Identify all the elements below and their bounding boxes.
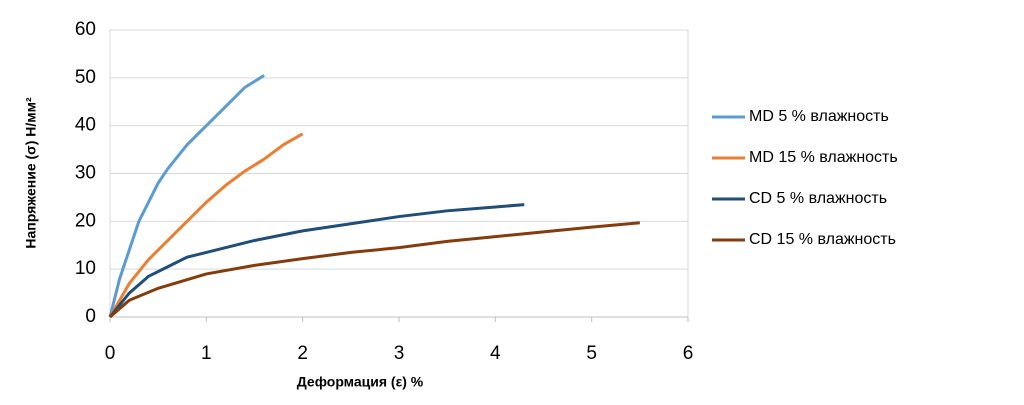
data-line xyxy=(109,221,640,319)
y-tick-label: 20 xyxy=(75,210,96,231)
legend-label: CD 5 % влажность xyxy=(749,190,887,207)
x-tick-label: 4 xyxy=(490,343,501,364)
x-axis-label: Деформация (ε) % xyxy=(297,374,424,390)
legend-label: MD 15 % влажность xyxy=(749,149,898,166)
y-tick-label: 50 xyxy=(75,67,96,88)
x-tick-label: 3 xyxy=(394,343,405,364)
y-tick-label: 30 xyxy=(75,163,96,184)
legend-label: MD 5 % влажность xyxy=(749,108,889,125)
y-tick-label: 40 xyxy=(75,115,96,136)
x-tick-label: 2 xyxy=(297,343,308,364)
x-tick-label: 0 xyxy=(105,343,116,364)
data-line xyxy=(108,203,525,318)
y-tick-label: 10 xyxy=(75,258,96,279)
x-tick-label: 1 xyxy=(201,343,212,364)
y-tick-label: 60 xyxy=(75,19,96,40)
y-tick-label: 0 xyxy=(85,306,96,327)
legend-label: CD 15 % влажность xyxy=(749,231,896,248)
x-tick-label: 5 xyxy=(586,343,597,364)
data-line xyxy=(108,74,265,318)
x-tick-label: 6 xyxy=(683,343,694,364)
data-line xyxy=(108,132,304,318)
y-axis-label: Напряжение (σ) Н/мм² xyxy=(23,97,39,249)
